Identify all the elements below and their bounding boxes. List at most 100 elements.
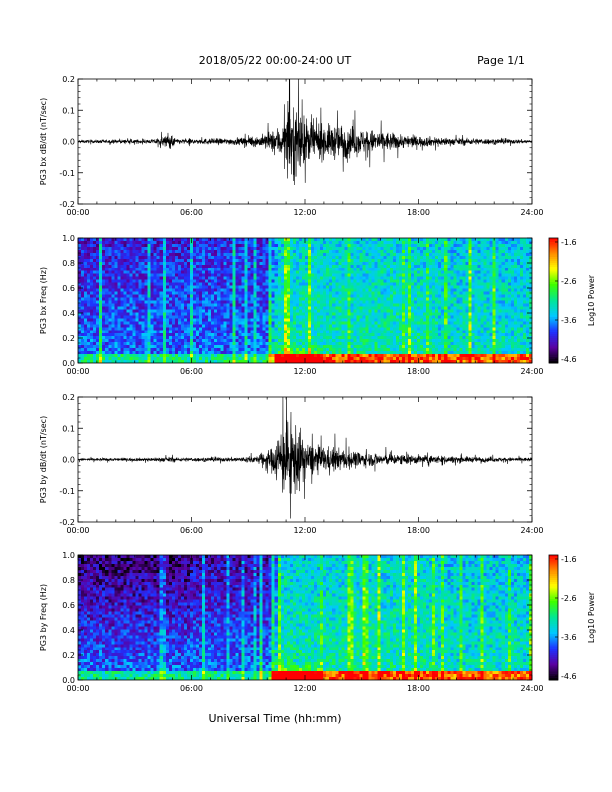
spectrogram-cell xyxy=(117,327,121,331)
spectrogram-cell xyxy=(199,279,203,284)
spectrogram-cell xyxy=(389,300,394,304)
spectrogram-cell xyxy=(259,306,264,310)
spectrogram-cell xyxy=(186,345,191,349)
spectrogram-cell xyxy=(186,300,191,304)
spectrogram-cell xyxy=(298,255,303,260)
spectrogram-cell xyxy=(274,243,279,248)
spectrogram-cell xyxy=(320,246,324,251)
spectrogram-cell xyxy=(211,354,215,358)
spectrogram-cell xyxy=(193,318,197,322)
spectrogram-cell xyxy=(423,282,427,287)
spectrogram-cell xyxy=(153,261,158,266)
spectrogram-cell xyxy=(274,327,279,331)
spectrogram-cell xyxy=(250,327,254,331)
spectrogram-cell xyxy=(280,264,285,269)
spectrogram-cell xyxy=(162,348,167,352)
spectrogram-cell xyxy=(238,309,242,313)
spectrogram-cell xyxy=(311,276,315,281)
spectrogram-cell xyxy=(165,330,170,334)
spectrogram-cell xyxy=(420,354,424,358)
spectrogram-cell xyxy=(108,300,112,304)
spectrogram-cell xyxy=(380,273,385,278)
spectrogram-cell xyxy=(105,360,109,363)
spectrogram-cell xyxy=(323,282,327,287)
spectrogram-cell xyxy=(286,243,291,248)
spectrogram-cell xyxy=(147,238,152,242)
spectrogram-cell xyxy=(413,270,418,275)
spectrogram-cell xyxy=(320,360,324,363)
spectrogram-cell xyxy=(368,255,372,260)
spectrogram-cell xyxy=(283,330,288,334)
spectrogram-cell xyxy=(232,336,236,340)
spectrogram-cell xyxy=(132,258,136,263)
spectrogram-cell xyxy=(274,276,279,281)
spectrogram-cell xyxy=(99,252,103,257)
spectrogram-cell xyxy=(141,249,145,254)
spectrogram-cell xyxy=(84,291,88,295)
spectrogram-cell xyxy=(159,318,164,322)
spectrogram-cell xyxy=(241,252,245,257)
spectrogram-cell xyxy=(253,336,257,340)
spectrogram-cell xyxy=(253,333,257,337)
spectrogram-cell xyxy=(93,360,97,363)
spectrogram-cell xyxy=(193,303,197,307)
spectrogram-cell xyxy=(132,327,136,331)
spectrogram-cell xyxy=(365,342,369,346)
spectrogram-cell xyxy=(247,315,251,319)
spectrogram-cell xyxy=(226,345,230,349)
spectrogram-cell xyxy=(174,324,179,328)
spectrogram-cell xyxy=(108,303,112,307)
spectrogram-cell xyxy=(283,324,288,328)
spectrogram-cell xyxy=(420,282,424,287)
spectrogram-cell xyxy=(205,252,209,257)
spectrogram-cell xyxy=(426,309,430,313)
spectrogram-cell xyxy=(353,351,357,355)
spectrogram-cell xyxy=(292,336,297,340)
spectrogram-cell xyxy=(129,327,133,331)
spectrogram-cell xyxy=(84,288,88,292)
spectrogram-cell xyxy=(93,261,97,266)
spectrogram-cell xyxy=(338,255,342,260)
spectrogram-cell xyxy=(165,288,170,292)
spectrogram-cell xyxy=(214,321,218,325)
spectrogram-cell xyxy=(356,318,360,322)
spectrogram-cell xyxy=(420,312,424,316)
spectrogram-cell xyxy=(156,291,161,295)
spectrogram-cell xyxy=(280,357,285,361)
spectrogram-cell xyxy=(347,360,351,363)
spectrogram-cell xyxy=(78,246,82,251)
spectrogram-cell xyxy=(426,336,430,340)
spectrogram-cell xyxy=(374,238,379,242)
spectrogram-cell xyxy=(177,291,182,295)
spectrogram-cell xyxy=(165,315,170,319)
spectrogram-cell xyxy=(423,249,427,254)
spectrogram-cell xyxy=(138,330,142,334)
spectrogram-cell xyxy=(259,291,264,295)
spectrogram-cell xyxy=(223,291,227,295)
spectrogram-cell xyxy=(407,279,412,284)
spectrogram-cell xyxy=(96,348,100,352)
spectrogram-cell xyxy=(407,297,412,301)
spectrogram-cell xyxy=(289,264,294,269)
spectrogram-cell xyxy=(126,264,130,269)
spectrogram-cell xyxy=(199,270,203,275)
spectrogram-cell xyxy=(241,282,245,287)
spectrogram-cell xyxy=(174,345,179,349)
spectrogram-cell xyxy=(78,261,82,266)
spectrogram-cell xyxy=(159,333,164,337)
spectrogram-cell xyxy=(193,291,197,295)
spectrogram-cell xyxy=(329,294,333,298)
spectrogram-cell xyxy=(144,264,149,269)
spectrogram-cell xyxy=(314,238,318,242)
spectrogram-cell xyxy=(168,327,173,331)
spectrogram-cell xyxy=(410,267,415,272)
spectrogram-cell xyxy=(138,297,142,301)
spectrogram-cell xyxy=(359,303,363,307)
spectrogram-cell xyxy=(186,249,191,254)
spectrogram-cell xyxy=(392,351,397,355)
spectrogram-cell xyxy=(165,342,170,346)
spectrogram-cell xyxy=(129,312,133,316)
spectrogram-cell xyxy=(135,240,139,245)
spectrogram-cell xyxy=(298,276,303,281)
spectrogram-cell xyxy=(371,252,376,257)
